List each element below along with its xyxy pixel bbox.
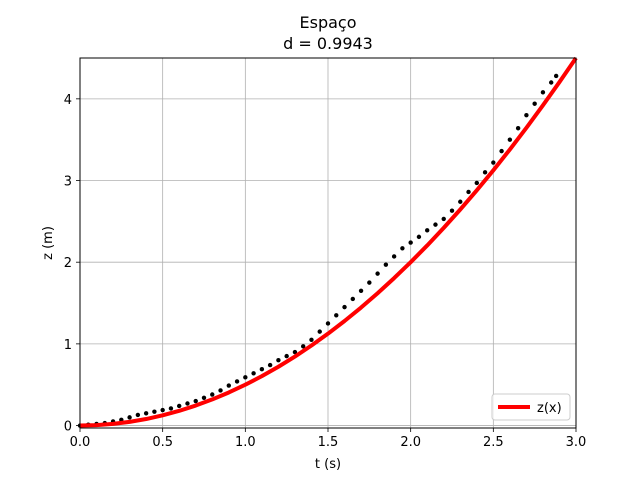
scatter-point [284,353,289,359]
x-tick-label: 3.0 [566,435,587,450]
scatter-point [549,80,554,85]
y-tick-label: 2 [64,256,72,271]
scatter-point [449,208,455,213]
chart-subtitle: d = 0.9943 [283,34,373,53]
scatter-point [350,296,355,302]
scatter-point [375,271,380,276]
scatter-point [201,395,207,400]
scatter-point [234,379,240,384]
scatter-point [243,375,248,380]
scatter-point [466,189,471,195]
x-tick-label: 1.5 [318,435,339,450]
scatter-point [226,383,231,388]
scatter-point [391,254,397,259]
legend-box [491,393,571,421]
scatter-point [358,288,364,293]
plot-area: 0.0 0.5 1.0 1.5 2.0 2.5 3.0 0 1 2 3 4 [64,56,587,450]
scatter-point [499,148,504,154]
scatter-point [515,126,521,131]
ticks: 0.0 0.5 1.0 1.5 2.0 2.5 3.0 0 1 2 3 4 [64,93,587,450]
scatter-point [400,246,405,251]
scatter-point [383,262,389,267]
x-tick-label: 0.5 [152,435,173,450]
scatter-point [425,228,430,233]
scatter-point [553,73,559,79]
scatter-point [160,407,165,413]
scatter-point [532,101,537,106]
scatter-point [342,304,347,310]
scatter-point [334,313,339,318]
legend: z(x) [491,393,571,421]
scatter-point [301,344,306,349]
scatter-point [127,415,132,420]
scatter-point [507,137,513,142]
scatter-point [251,371,256,376]
scatter-point [416,234,422,240]
scatter-point [135,412,141,418]
scatter-point [309,337,314,342]
scatter-point [325,321,331,326]
x-tick-label: 1.0 [235,435,256,450]
scatter-point [143,411,149,416]
y-tick-label: 3 [64,175,72,190]
legend-label: z(x) [537,401,562,416]
y-tick-label: 4 [64,93,72,108]
scatter-point [408,240,413,245]
scatter-point [267,362,273,368]
scatter-point [276,358,281,363]
series-line-z [79,56,578,428]
scatter-point [433,222,438,227]
scatter-point [441,216,446,222]
y-tick-label: 1 [64,338,72,353]
scatter-point [482,170,488,175]
x-tick-label: 2.0 [400,435,421,450]
y-tick-label: 0 [64,420,72,435]
scatter-point [474,180,479,186]
scatter-point [524,112,529,118]
scatter-point [540,90,546,95]
scatter-point [491,160,496,165]
scatter-point [292,349,298,355]
scatter-point [210,392,215,397]
chart-title: Espaço [300,13,357,32]
series-layer [77,56,578,428]
scatter-point [152,409,157,414]
scatter-point [185,401,190,406]
x-axis-label: t (s) [315,457,341,472]
scatter-point [458,199,463,204]
scatter-point [218,388,223,393]
y-axis-label: z (m) [41,226,56,260]
x-tick-label: 0.0 [70,435,91,450]
scatter-point [168,406,174,411]
x-tick-label: 2.5 [483,435,504,450]
scatter-point [193,398,198,404]
scatter-point [367,280,372,285]
scatter-point [317,329,322,334]
scatter-point [259,366,265,372]
scatter-point [177,403,182,409]
